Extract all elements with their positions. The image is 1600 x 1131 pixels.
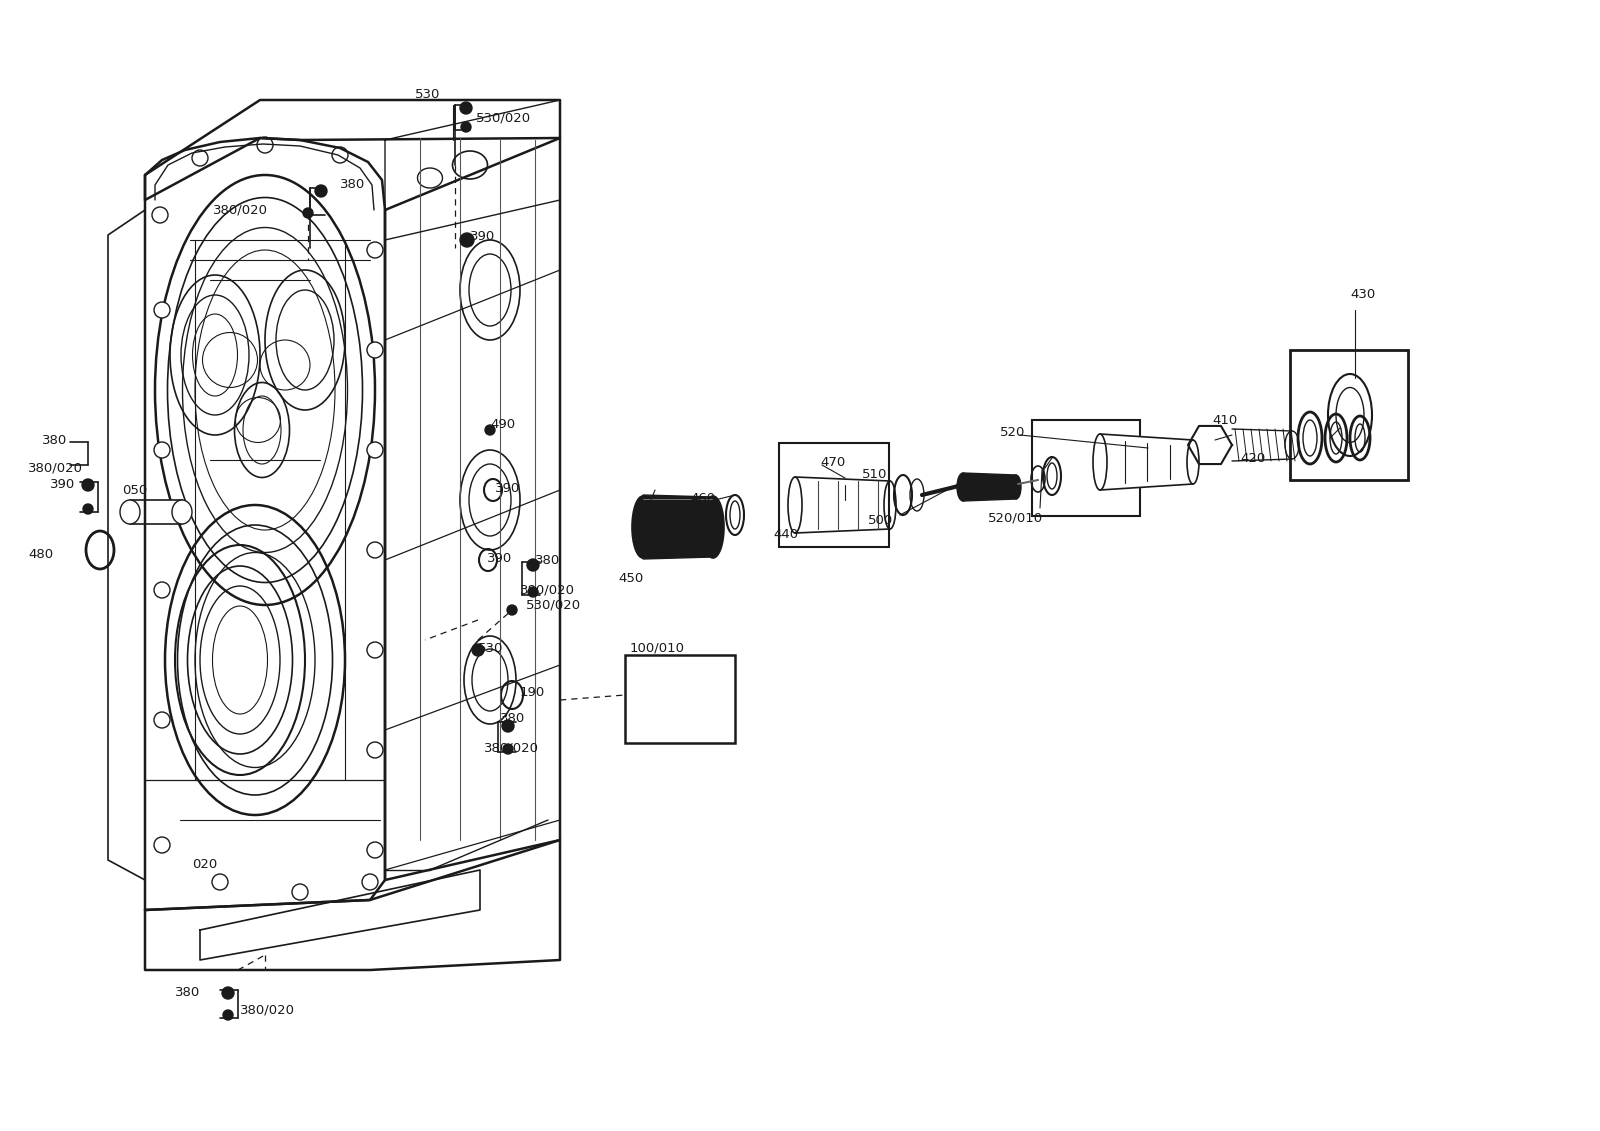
Text: 380/020: 380/020 <box>240 1003 294 1017</box>
Circle shape <box>258 137 274 153</box>
Text: 430: 430 <box>1350 288 1376 302</box>
Circle shape <box>192 150 208 166</box>
Bar <box>779 443 890 547</box>
Circle shape <box>154 442 170 458</box>
Polygon shape <box>963 473 1016 501</box>
Text: 380/020: 380/020 <box>483 742 539 754</box>
Circle shape <box>366 442 382 458</box>
Bar <box>626 655 734 743</box>
Text: 380: 380 <box>174 985 200 999</box>
Circle shape <box>502 720 514 732</box>
Ellipse shape <box>1093 434 1107 490</box>
Text: 530: 530 <box>414 88 440 102</box>
Text: 450: 450 <box>618 571 643 585</box>
Circle shape <box>526 559 539 571</box>
Circle shape <box>211 874 229 890</box>
Text: 530/020: 530/020 <box>526 598 581 612</box>
Text: 380: 380 <box>499 711 525 725</box>
Text: 390: 390 <box>494 482 520 494</box>
Text: 380/020: 380/020 <box>213 204 269 216</box>
Bar <box>1290 349 1408 480</box>
Circle shape <box>302 208 314 218</box>
Text: 390: 390 <box>50 478 75 492</box>
Ellipse shape <box>120 500 141 524</box>
Ellipse shape <box>1030 466 1045 492</box>
Circle shape <box>222 1010 234 1020</box>
Circle shape <box>461 102 472 114</box>
Circle shape <box>528 587 538 597</box>
Circle shape <box>154 713 170 728</box>
Text: 380/020: 380/020 <box>29 461 83 475</box>
Circle shape <box>291 884 307 900</box>
Text: 050: 050 <box>122 483 147 497</box>
Circle shape <box>222 987 234 999</box>
Bar <box>1032 420 1139 516</box>
Circle shape <box>472 644 483 656</box>
Circle shape <box>154 837 170 853</box>
Circle shape <box>315 185 326 197</box>
Circle shape <box>152 207 168 223</box>
Text: 390: 390 <box>486 552 512 564</box>
Circle shape <box>366 342 382 359</box>
Text: 510: 510 <box>862 468 888 482</box>
Circle shape <box>485 425 494 435</box>
Circle shape <box>333 147 349 163</box>
Circle shape <box>366 642 382 658</box>
Circle shape <box>362 874 378 890</box>
Circle shape <box>154 302 170 318</box>
Text: 420: 420 <box>1240 451 1266 465</box>
Text: 440: 440 <box>773 528 798 542</box>
Text: 500: 500 <box>867 513 893 527</box>
Circle shape <box>502 744 514 754</box>
Circle shape <box>366 742 382 758</box>
Text: 490: 490 <box>490 418 515 432</box>
Circle shape <box>82 480 94 491</box>
Ellipse shape <box>632 497 654 558</box>
Circle shape <box>461 122 470 132</box>
Polygon shape <box>1101 434 1194 490</box>
Text: 100/010: 100/010 <box>630 641 685 655</box>
Ellipse shape <box>1011 475 1021 499</box>
Ellipse shape <box>787 477 802 533</box>
Ellipse shape <box>883 481 896 529</box>
Text: 530/020: 530/020 <box>477 112 531 124</box>
Text: 380: 380 <box>42 433 67 447</box>
Text: 480: 480 <box>29 549 53 561</box>
Text: 520: 520 <box>1000 425 1026 439</box>
Circle shape <box>83 504 93 513</box>
Circle shape <box>507 605 517 615</box>
Text: 460: 460 <box>690 492 715 504</box>
Text: 020: 020 <box>192 858 218 872</box>
Polygon shape <box>643 495 714 559</box>
Bar <box>130 500 182 524</box>
Ellipse shape <box>173 500 192 524</box>
Ellipse shape <box>702 497 723 558</box>
Circle shape <box>154 582 170 598</box>
Circle shape <box>461 233 474 247</box>
Text: 470: 470 <box>819 456 845 468</box>
Text: 410: 410 <box>1213 414 1237 426</box>
Text: 380: 380 <box>339 179 365 191</box>
Ellipse shape <box>1187 440 1198 484</box>
Text: 380: 380 <box>534 553 560 567</box>
Ellipse shape <box>1285 431 1299 459</box>
Circle shape <box>366 242 382 258</box>
Text: 380/020: 380/020 <box>520 584 574 596</box>
Text: 530: 530 <box>478 641 504 655</box>
Polygon shape <box>795 477 890 533</box>
Text: 190: 190 <box>520 685 546 699</box>
Text: 390: 390 <box>470 231 496 243</box>
Ellipse shape <box>957 473 970 501</box>
Circle shape <box>366 542 382 558</box>
Circle shape <box>366 841 382 858</box>
Text: 520/010: 520/010 <box>989 511 1043 525</box>
